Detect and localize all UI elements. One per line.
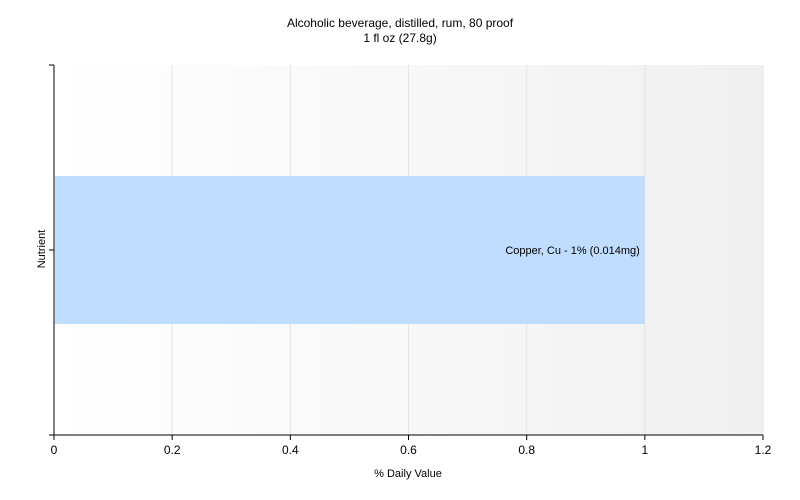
x-tick-label: 0.8: [518, 443, 535, 457]
x-tick-label: 1.2: [755, 443, 772, 457]
axes: [49, 64, 764, 440]
x-tick-label: 0.2: [164, 443, 181, 457]
x-axis-title: % Daily Value: [374, 468, 442, 480]
chart-title: Alcoholic beverage, distilled, rum, 80 p…: [286, 16, 514, 30]
x-tick-label: 0.6: [400, 443, 417, 457]
bar-label: Copper, Cu - 1% (0.014mg): [505, 245, 640, 257]
bar: [55, 176, 645, 324]
x-tick-labels: 0 0.2 0.4 0.6 0.8 1 1.2: [51, 443, 772, 457]
chart-subtitle: 1 fl oz (27.8g): [363, 31, 437, 45]
x-tick-label: 0.4: [282, 443, 299, 457]
chart-title-block: Alcoholic beverage, distilled, rum, 80 p…: [0, 16, 800, 46]
y-axis-title: Nutrient: [36, 230, 48, 269]
x-tick-label: 1: [641, 443, 648, 457]
x-tick-label: 0: [51, 443, 58, 457]
bars: Copper, Cu - 1% (0.014mg): [55, 176, 645, 324]
